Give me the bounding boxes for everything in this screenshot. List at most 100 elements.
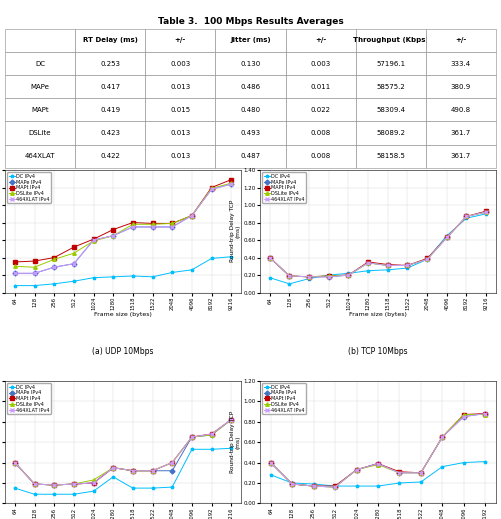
DSLite IPv4: [51, 482, 57, 488]
Line: 464XLAT IPv4: 464XLAT IPv4: [13, 182, 233, 275]
DSLite IPv4: [268, 459, 274, 466]
DSLite IPv4: [91, 238, 97, 244]
464XLAT IPv4: [463, 213, 469, 220]
MAPt IPv4: [169, 459, 175, 466]
Line: 464XLAT IPv4: 464XLAT IPv4: [13, 418, 233, 487]
DSLite IPv4: [439, 434, 445, 440]
MAPe IPv4: [189, 212, 195, 218]
464XLAT IPv4: [208, 186, 214, 193]
Text: (a) UDP 10Mbps: (a) UDP 10Mbps: [92, 347, 154, 356]
DSLite IPv4: [189, 212, 195, 218]
Line: MAPe IPv4: MAPe IPv4: [268, 210, 488, 279]
MAPe IPv4: [287, 273, 293, 279]
MAPt IPv4: [149, 220, 155, 226]
DC IPv4: [110, 274, 116, 280]
MAPt IPv4: [208, 184, 214, 190]
MAPt IPv4: [482, 411, 488, 417]
DC IPv4: [169, 269, 175, 276]
DC IPv4: [208, 255, 214, 262]
DC IPv4: [267, 275, 273, 281]
DSLite IPv4: [483, 209, 489, 215]
MAPt IPv4: [91, 236, 97, 242]
MAPe IPv4: [326, 274, 332, 280]
DC IPv4: [354, 483, 360, 489]
464XLAT IPv4: [149, 468, 155, 474]
464XLAT IPv4: [189, 434, 195, 440]
Line: DSLite IPv4: DSLite IPv4: [13, 182, 233, 269]
DC IPv4: [110, 474, 116, 480]
Line: DC IPv4: DC IPv4: [13, 446, 233, 496]
MAPt IPv4: [12, 259, 18, 265]
MAPe IPv4: [228, 181, 234, 187]
DSLite IPv4: [365, 260, 371, 266]
MAPt IPv4: [32, 481, 38, 487]
Text: (b) TCP 10Mbps: (b) TCP 10Mbps: [348, 347, 408, 356]
464XLAT IPv4: [354, 467, 360, 473]
MAPt IPv4: [71, 244, 77, 250]
464XLAT IPv4: [71, 481, 77, 487]
DSLite IPv4: [149, 221, 155, 227]
DSLite IPv4: [424, 256, 430, 263]
DC IPv4: [404, 265, 410, 271]
MAPe IPv4: [169, 224, 175, 230]
MAPe IPv4: [110, 233, 116, 239]
464XLAT IPv4: [439, 434, 445, 440]
464XLAT IPv4: [149, 224, 155, 230]
DC IPv4: [130, 485, 136, 491]
Line: MAPe IPv4: MAPe IPv4: [13, 418, 233, 487]
DC IPv4: [365, 268, 371, 274]
Line: DC IPv4: DC IPv4: [268, 212, 488, 285]
464XLAT IPv4: [91, 237, 97, 243]
MAPt IPv4: [346, 272, 352, 278]
MAPt IPv4: [326, 273, 332, 279]
Line: DSLite IPv4: DSLite IPv4: [269, 413, 487, 489]
DSLite IPv4: [130, 468, 136, 474]
464XLAT IPv4: [365, 260, 371, 266]
MAPe IPv4: [306, 274, 312, 280]
MAPt IPv4: [396, 469, 402, 475]
DC IPv4: [332, 483, 338, 489]
MAPt IPv4: [91, 480, 97, 486]
DSLite IPv4: [444, 234, 450, 240]
Legend: DC IPv4, MAPe IPv4, MAPt IPv4, DSLite IPv4, 464XLAT IPv4: DC IPv4, MAPe IPv4, MAPt IPv4, DSLite IP…: [263, 384, 306, 414]
DC IPv4: [51, 491, 57, 497]
DSLite IPv4: [169, 220, 175, 226]
DC IPv4: [306, 276, 312, 282]
Legend: DC IPv4, MAPe IPv4, MAPt IPv4, DSLite IPv4, 464XLAT IPv4: DC IPv4, MAPe IPv4, MAPt IPv4, DSLite IP…: [8, 172, 51, 203]
464XLAT IPv4: [404, 262, 410, 268]
MAPt IPv4: [385, 262, 391, 268]
464XLAT IPv4: [228, 181, 234, 187]
Line: MAPt IPv4: MAPt IPv4: [13, 418, 233, 487]
MAPt IPv4: [463, 213, 469, 220]
464XLAT IPv4: [267, 254, 273, 261]
DC IPv4: [311, 481, 317, 487]
MAPe IPv4: [365, 260, 371, 266]
MAPt IPv4: [444, 234, 450, 240]
MAPe IPv4: [461, 414, 467, 420]
MAPe IPv4: [483, 209, 489, 215]
MAPt IPv4: [189, 212, 195, 218]
MAPe IPv4: [385, 262, 391, 268]
DC IPv4: [32, 491, 38, 497]
464XLAT IPv4: [189, 212, 195, 218]
MAPe IPv4: [346, 272, 352, 278]
MAPe IPv4: [444, 234, 450, 240]
DC IPv4: [268, 472, 274, 478]
MAPt IPv4: [130, 220, 136, 226]
MAPe IPv4: [91, 480, 97, 486]
MAPe IPv4: [208, 186, 214, 193]
MAPe IPv4: [71, 261, 77, 267]
464XLAT IPv4: [289, 481, 295, 487]
464XLAT IPv4: [311, 483, 317, 489]
464XLAT IPv4: [418, 470, 424, 476]
DC IPv4: [375, 483, 381, 489]
DC IPv4: [169, 484, 175, 490]
MAPt IPv4: [228, 176, 234, 183]
DC IPv4: [396, 480, 402, 486]
DC IPv4: [483, 211, 489, 217]
Y-axis label: Round-trip Delay TCP
(ms): Round-trip Delay TCP (ms): [230, 411, 241, 473]
MAPe IPv4: [189, 434, 195, 440]
Line: MAPe IPv4: MAPe IPv4: [269, 412, 487, 489]
DSLite IPv4: [149, 468, 155, 474]
Line: MAPt IPv4: MAPt IPv4: [13, 178, 233, 264]
